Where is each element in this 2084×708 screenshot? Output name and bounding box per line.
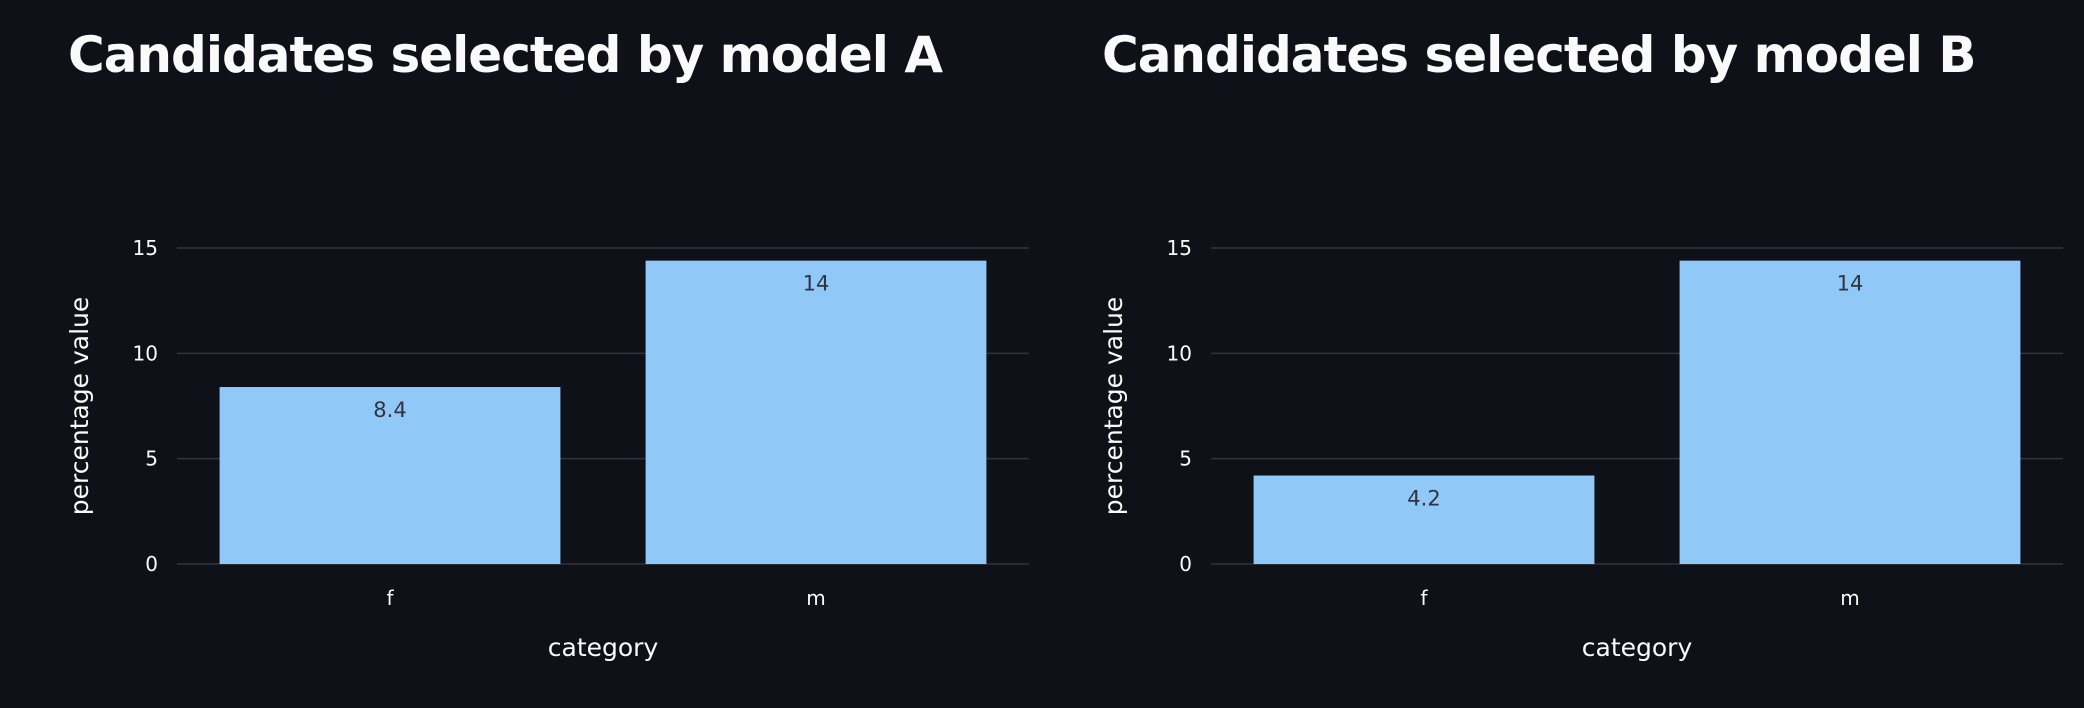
y-axis-title: percentage value bbox=[65, 297, 94, 516]
y-tick-label: 0 bbox=[1179, 552, 1192, 576]
y-tick-label: 10 bbox=[133, 341, 158, 365]
y-axis-title: percentage value bbox=[1099, 297, 1128, 516]
x-tick-label: f bbox=[1420, 586, 1428, 610]
y-tick-label: 10 bbox=[1167, 341, 1192, 365]
y-tick-label: 5 bbox=[1179, 447, 1192, 471]
x-axis-title: category bbox=[548, 633, 659, 662]
chart-panel-model-b: Candidates selected by model B 0 5 10 15 4.2… bbox=[1034, 0, 2063, 708]
bar-data-label: 14 bbox=[803, 272, 830, 296]
x-tick-label: m bbox=[806, 586, 825, 610]
x-tick-label: f bbox=[386, 586, 394, 610]
chart-panel-model-a: Candidates selected by model A 0 5 10 15 8.4… bbox=[0, 0, 1029, 708]
bar-data-label: 8.4 bbox=[373, 398, 406, 422]
y-tick-label: 5 bbox=[145, 447, 158, 471]
bar-m[interactable] bbox=[1679, 260, 2021, 564]
bar-m[interactable] bbox=[645, 260, 987, 564]
x-tick-label: m bbox=[1840, 586, 1859, 610]
bar-data-label: 14 bbox=[1837, 272, 1864, 296]
y-tick-label: 0 bbox=[145, 552, 158, 576]
bar-data-label: 4.2 bbox=[1407, 487, 1440, 511]
bar-f[interactable] bbox=[1253, 475, 1595, 564]
bar-f[interactable] bbox=[219, 387, 561, 564]
bar-chart-model-a: 0 5 10 15 8.4 f 14 m category percentage value bbox=[65, 236, 1029, 662]
chart-title: Candidates selected by model A bbox=[68, 26, 943, 84]
y-tick-label: 15 bbox=[133, 236, 158, 260]
y-tick-label: 15 bbox=[1167, 236, 1192, 260]
x-axis-title: category bbox=[1582, 633, 1693, 662]
bar-chart-model-b: 0 5 10 15 4.2 f 14 m category percentage value bbox=[1099, 236, 2063, 662]
chart-title: Candidates selected by model B bbox=[1102, 26, 1976, 84]
